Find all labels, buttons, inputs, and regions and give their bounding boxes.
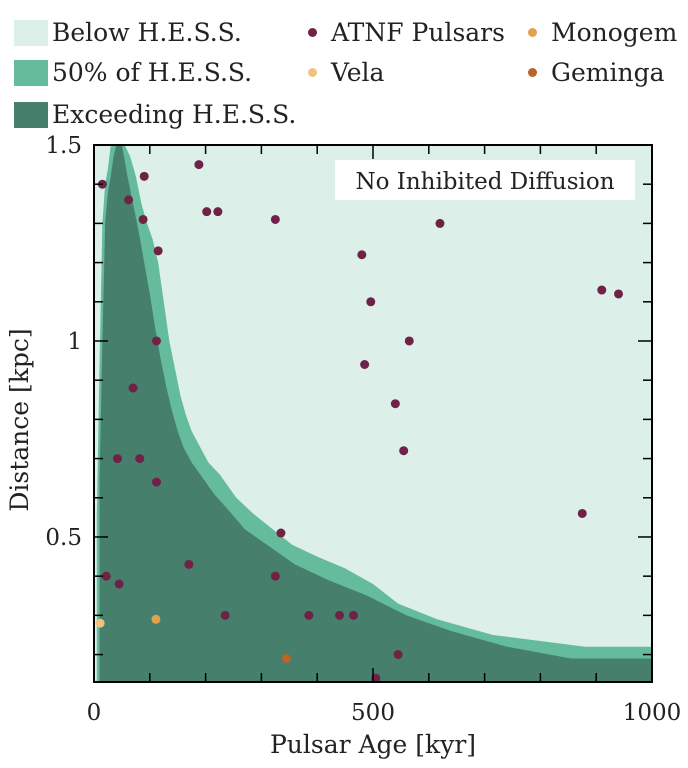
atnf-pulsars-point	[304, 610, 314, 620]
legend-item-below: Below H.E.S.S.	[14, 18, 242, 47]
atnf-pulsars-point	[202, 207, 212, 217]
legend-swatch-half	[14, 59, 48, 86]
y-tick-label: 0.5	[45, 525, 82, 551]
x-tick-label: 500	[351, 700, 395, 726]
y-axis-label: Distance [kpc]	[5, 328, 34, 511]
legend-label-below: Below H.E.S.S.	[52, 18, 242, 47]
atnf-pulsars-point	[393, 650, 403, 660]
atnf-pulsars-point	[404, 336, 414, 346]
atnf-pulsars-point	[135, 454, 145, 464]
atnf-pulsars-point	[276, 528, 286, 538]
legend-item-exceeding: Exceeding H.E.S.S.	[14, 100, 296, 129]
legend-item-vela: Vela	[300, 58, 384, 87]
atnf-pulsars-point	[151, 477, 161, 487]
atnf-pulsars-point	[184, 559, 194, 569]
legend-label-atnf: ATNF Pulsars	[331, 18, 505, 47]
atnf-pulsars-point	[270, 214, 280, 224]
atnf-pulsars-point	[335, 610, 345, 620]
legend-swatch-exceeding	[14, 101, 48, 128]
atnf-pulsars-point	[153, 246, 163, 256]
atnf-pulsars-point	[577, 508, 587, 518]
vela-point	[95, 618, 105, 628]
atnf-pulsars-point	[348, 610, 358, 620]
atnf-pulsars-point	[151, 336, 161, 346]
atnf-pulsars-point	[399, 446, 409, 456]
atnf-pulsars-point	[390, 399, 400, 409]
atnf-pulsars-point	[101, 571, 111, 581]
atnf-pulsars-point	[597, 285, 607, 295]
y-tick-label: 1.5	[45, 133, 82, 159]
atnf-pulsars-point	[128, 383, 138, 393]
legend-label-vela: Vela	[331, 58, 385, 87]
legend-marker-geminga	[528, 68, 537, 77]
atnf-pulsars-point	[366, 297, 376, 307]
legend-swatch-below	[14, 19, 48, 46]
legend-label-half: 50% of H.E.S.S.	[52, 58, 253, 87]
atnf-pulsars-point	[194, 160, 204, 170]
annotation-box	[335, 160, 635, 200]
monogem-point	[151, 614, 161, 624]
legend-item-half: 50% of H.E.S.S.	[14, 58, 252, 87]
y-tick-label: 1	[67, 329, 82, 355]
legend-marker-atnf	[308, 28, 317, 37]
atnf-pulsars-point	[139, 171, 149, 181]
atnf-pulsars-point	[213, 207, 223, 217]
atnf-pulsars-point	[114, 579, 124, 589]
atnf-pulsars-point	[614, 289, 624, 299]
legend-item-monogem: Monogem	[520, 18, 677, 47]
exceeding-hess-region	[99, 145, 652, 682]
atnf-pulsars-point	[112, 454, 122, 464]
chart-annotation: No Inhibited Diffusion	[355, 169, 614, 195]
legend-item-geminga: Geminga	[520, 58, 664, 87]
atnf-pulsars-point	[124, 195, 134, 205]
geminga-point	[282, 653, 292, 663]
x-tick-label: 1000	[623, 700, 682, 726]
legend-label-geminga: Geminga	[551, 58, 665, 87]
x-tick-label: 0	[87, 700, 102, 726]
atnf-pulsars-point	[138, 214, 148, 224]
atnf-pulsars-point	[360, 360, 370, 370]
legend-label-monogem: Monogem	[551, 18, 678, 47]
legend-marker-vela	[308, 68, 317, 77]
legend-marker-monogem	[528, 28, 537, 37]
x-axis-label: Pulsar Age [kyr]	[270, 730, 476, 759]
legend-item-atnf: ATNF Pulsars	[300, 18, 505, 47]
atnf-pulsars-point	[357, 250, 367, 260]
atnf-pulsars-point	[435, 218, 445, 228]
atnf-pulsars-point	[270, 571, 280, 581]
legend-label-exceeding: Exceeding H.E.S.S.	[52, 100, 297, 129]
atnf-pulsars-point	[220, 610, 230, 620]
